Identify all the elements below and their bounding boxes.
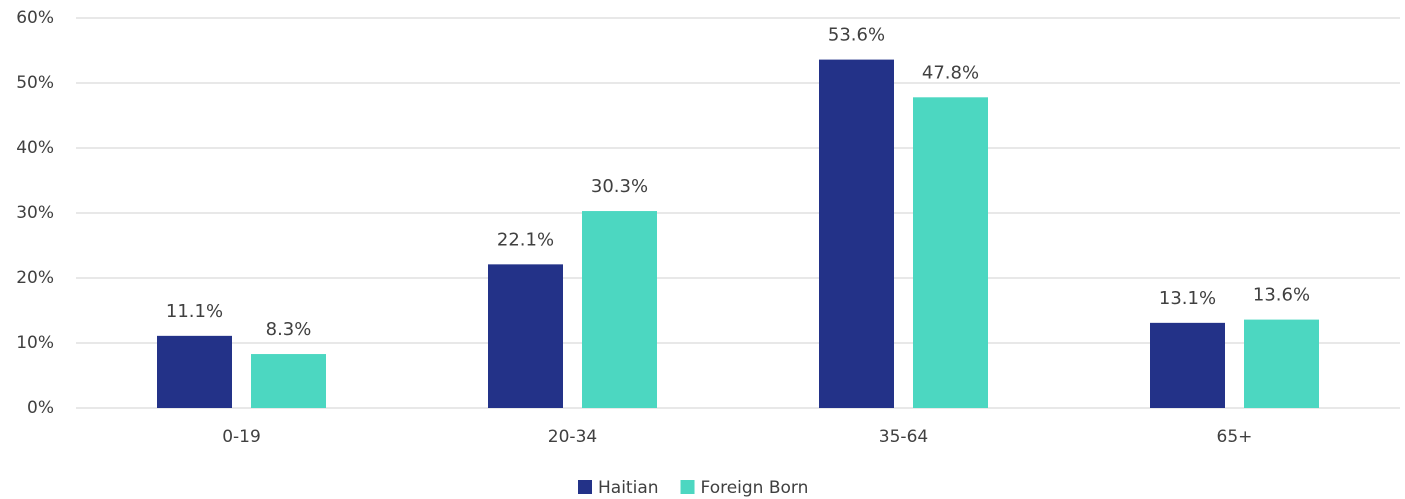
y-tick-label: 0% (27, 398, 54, 418)
bar (157, 335, 232, 408)
bar (488, 264, 563, 408)
data-label: 30.3% (591, 176, 648, 197)
bar (582, 211, 657, 408)
bar (819, 59, 894, 408)
legend-swatch (578, 480, 592, 494)
x-tick-label: 0-19 (222, 427, 261, 447)
bar (1244, 319, 1319, 408)
data-label: 13.1% (1159, 288, 1216, 309)
legend-swatch (680, 480, 695, 494)
bar (251, 354, 326, 408)
data-label: 22.1% (497, 229, 554, 250)
data-label: 13.6% (1253, 285, 1310, 306)
bar (1150, 322, 1225, 408)
y-tick-label: 20% (16, 268, 54, 288)
y-tick-label: 30% (16, 203, 54, 223)
legend-label: Haitian (598, 478, 659, 498)
legend-label: Foreign Born (701, 478, 809, 498)
y-tick-label: 40% (16, 138, 54, 158)
data-label: 53.6% (828, 25, 885, 46)
y-tick-label: 60% (16, 8, 54, 28)
x-tick-label: 35-64 (879, 427, 928, 447)
data-label: 11.1% (166, 301, 223, 322)
data-label: 47.8% (922, 62, 979, 83)
x-tick-label: 65+ (1217, 427, 1253, 447)
y-tick-label: 10% (16, 333, 54, 353)
y-tick-label: 50% (16, 73, 54, 93)
bar (913, 97, 988, 409)
x-tick-label: 20-34 (548, 427, 597, 447)
data-label: 8.3% (266, 319, 312, 340)
